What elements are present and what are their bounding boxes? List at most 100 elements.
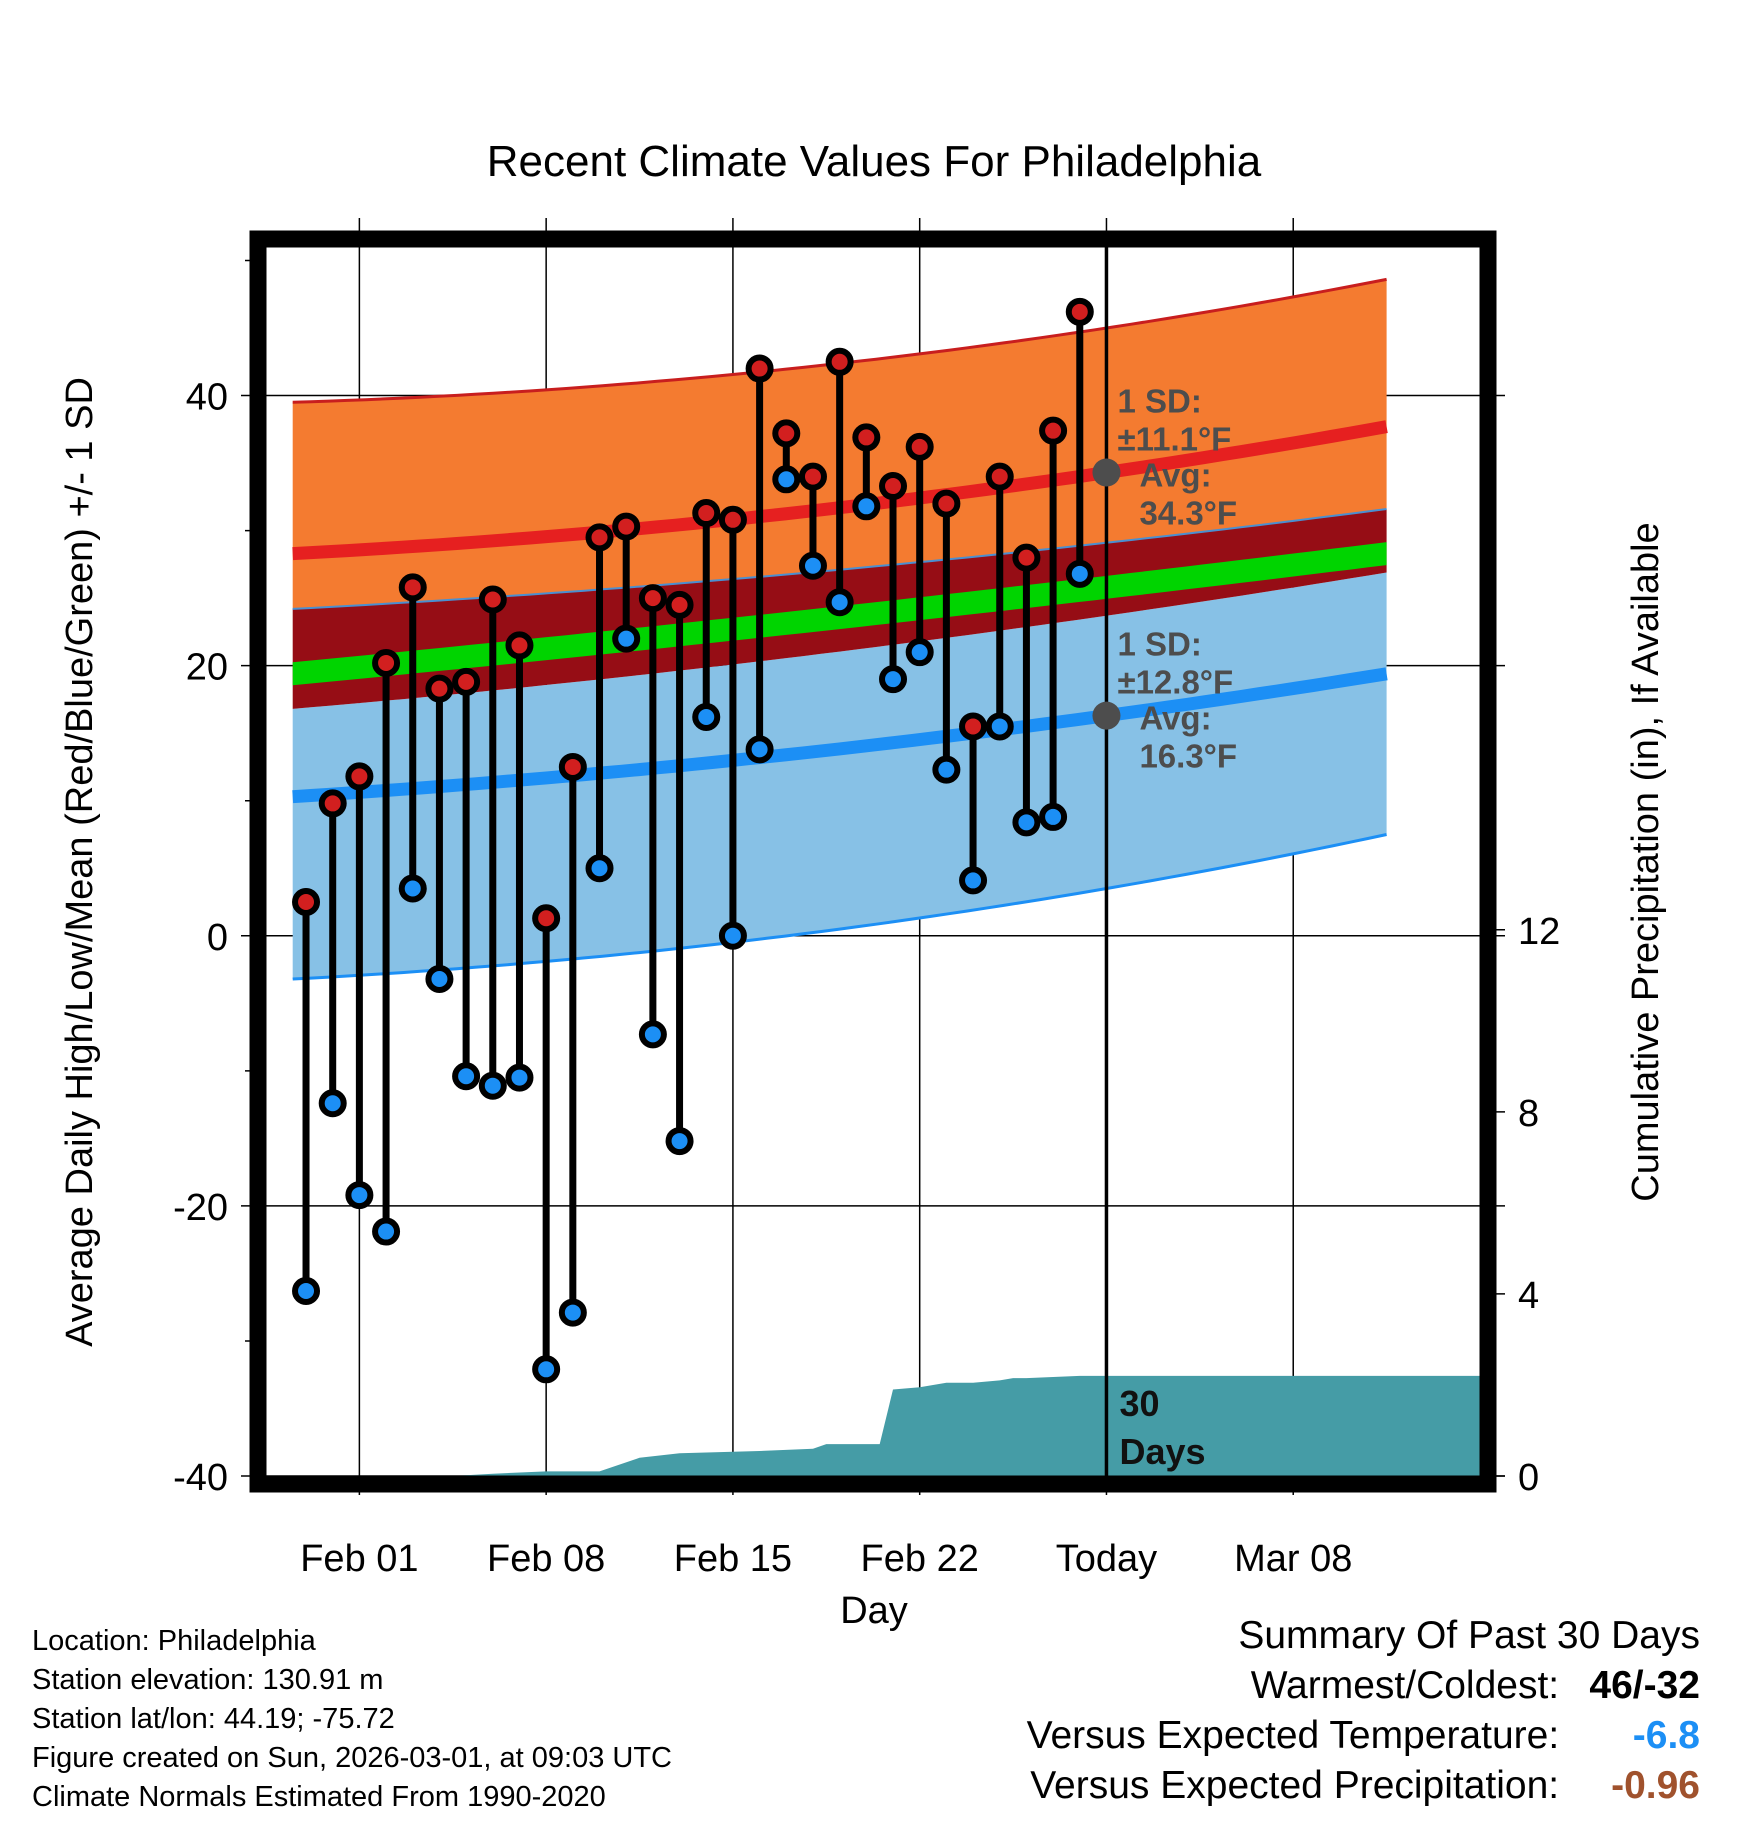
summary-panel: Summary Of Past 30 Days Warmest/Coldest:… — [1027, 1614, 1700, 1814]
daily-high-marker — [959, 712, 988, 741]
daily-low-marker — [1012, 808, 1041, 837]
daily-high-marker — [852, 423, 881, 452]
x-tick-label: Mar 08 — [1234, 1538, 1352, 1580]
temp-label: Versus Expected Temperature: — [1026, 1714, 1560, 1757]
y2-axis-label: Cumulative Precipitation (in), If Availa… — [1625, 522, 1667, 1201]
daily-high-marker — [1065, 297, 1094, 326]
daily-markers — [292, 247, 1121, 1476]
high-avg-marker — [1092, 458, 1121, 487]
daily-high-marker — [585, 523, 614, 552]
daily-high-marker — [665, 590, 694, 619]
daily-low-marker — [452, 1062, 481, 1091]
daily-low-marker — [798, 551, 827, 580]
warm-cold-value: 46/-32 — [1589, 1664, 1700, 1707]
low-avg-marker — [1092, 701, 1121, 730]
daily-high-marker — [985, 462, 1014, 491]
daily-high-marker — [745, 354, 774, 383]
y2-tick-label: 8 — [1518, 1093, 1539, 1135]
plot-frame — [249, 230, 1497, 1493]
summary-row-precip: Versus Expected Precipitation: -0.96 — [1027, 1764, 1700, 1814]
high-avg-label: Avg: — [1139, 457, 1211, 494]
precip-period-unit: Days — [1119, 1431, 1205, 1472]
daily-low-marker — [558, 1298, 587, 1327]
daily-high-marker — [798, 462, 827, 491]
daily-range-stems — [302, 311, 1084, 1370]
daily-low-marker — [398, 874, 427, 903]
daily-high-marker — [425, 674, 454, 703]
daily-low-marker — [1065, 559, 1094, 588]
daily-high-marker — [879, 472, 908, 501]
daily-low-marker — [532, 1355, 561, 1384]
daily-high-marker — [638, 584, 667, 613]
y-tick-label: 40 — [186, 377, 228, 419]
precip-label: Versus Expected Precipitation: — [1030, 1764, 1560, 1807]
x-tick-label: Feb 01 — [300, 1538, 418, 1580]
daily-low-marker — [478, 1071, 507, 1100]
daily-high-marker — [505, 631, 534, 660]
daily-low-marker — [852, 492, 881, 521]
axes: -40 -20 0 20 40 0 4 8 12 Feb 01 Feb 08 Feb 15 Feb 22… — [173, 377, 1560, 1580]
y2-tick-label: 4 — [1518, 1275, 1539, 1317]
cumulative-precip-area — [266, 1375, 1480, 1476]
elevation-text: Station elevation: 130.91 m — [32, 1664, 384, 1696]
daily-low-marker — [959, 866, 988, 895]
daily-low-marker — [638, 1020, 667, 1049]
daily-high-marker — [345, 762, 374, 791]
x-tick-label: Feb 15 — [674, 1538, 792, 1580]
daily-low-marker — [905, 638, 934, 667]
precip-value: -0.96 — [1611, 1764, 1700, 1807]
annotations: 1 SD: ±11.1°F Avg: 34.3°F 1 SD: ±12.8°F … — [1117, 383, 1237, 1472]
low-sd-value: ±12.8°F — [1117, 664, 1233, 701]
x-tick-label: Feb 08 — [487, 1538, 605, 1580]
precip-period-label: 30 — [1119, 1383, 1159, 1424]
y-tick-label: -40 — [173, 1457, 228, 1499]
low-avg-label: Avg: — [1139, 700, 1211, 737]
y2-tick-label: 0 — [1518, 1457, 1539, 1499]
y-tick-label: 0 — [207, 917, 228, 959]
daily-high-marker — [932, 489, 961, 518]
summary-row-temp: Versus Expected Temperature: -6.8 — [1027, 1714, 1700, 1764]
high-avg-value: 34.3°F — [1139, 495, 1237, 532]
daily-high-marker — [558, 752, 587, 781]
daily-high-marker — [825, 347, 854, 376]
daily-low-marker — [718, 921, 747, 950]
daily-high-marker — [772, 419, 801, 448]
y2-tick-label: 12 — [1518, 911, 1560, 953]
summary-title: Summary Of Past 30 Days — [1238, 1614, 1700, 1657]
daily-high-marker — [292, 888, 321, 917]
chart-title: Recent Climate Values For Philadelphia — [487, 137, 1262, 186]
daily-high-marker — [532, 904, 561, 933]
y-axis-label: Average Daily High/Low/Mean (Red/Blue/Gr… — [59, 377, 101, 1347]
daily-low-marker — [745, 735, 774, 764]
low-sd-label: 1 SD: — [1117, 626, 1201, 663]
daily-low-marker — [585, 854, 614, 883]
x-axis-label: Day — [840, 1590, 908, 1632]
daily-low-marker — [505, 1063, 534, 1092]
x-tick-label: Feb 22 — [861, 1538, 979, 1580]
created-text: Figure created on Sun, 2026-03-01, at 09… — [32, 1742, 672, 1774]
low-avg-value: 16.3°F — [1139, 738, 1237, 775]
station-info: Location: Philadelphia Station elevation… — [32, 1622, 672, 1817]
daily-low-marker — [292, 1276, 321, 1305]
high-sd-label: 1 SD: — [1117, 383, 1201, 420]
summary-row-warm-cold: Warmest/Coldest: 46/-32 — [1027, 1664, 1700, 1714]
daily-low-marker — [345, 1181, 374, 1210]
daily-low-marker — [879, 665, 908, 694]
y-tick-label: 20 — [186, 647, 228, 689]
plot-area — [266, 247, 1480, 1476]
daily-low-marker — [825, 588, 854, 617]
daily-low-marker — [372, 1217, 401, 1246]
precip-area — [266, 1375, 1480, 1476]
daily-high-marker — [452, 667, 481, 696]
daily-low-marker — [772, 465, 801, 494]
daily-high-marker — [478, 585, 507, 614]
daily-high-marker — [692, 499, 721, 528]
daily-high-marker — [905, 432, 934, 461]
daily-low-marker — [692, 702, 721, 731]
daily-low-marker — [1039, 802, 1068, 831]
plot-border — [249, 230, 1497, 1493]
high-sd-value: ±11.1°F — [1117, 421, 1231, 458]
daily-high-marker — [398, 573, 427, 602]
daily-low-marker — [612, 624, 641, 653]
